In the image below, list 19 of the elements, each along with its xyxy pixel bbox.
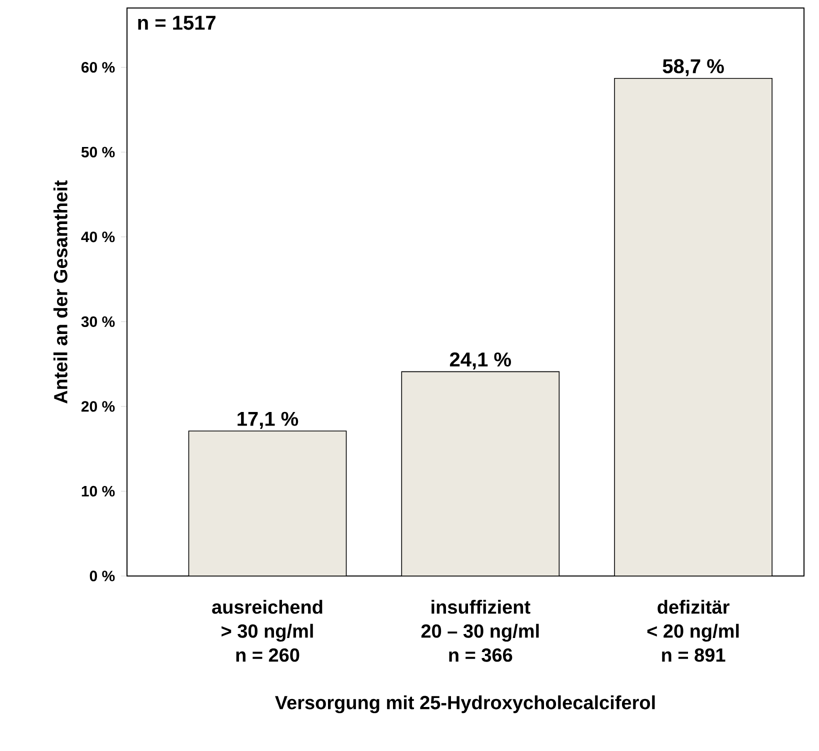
x-tick-label: insuffizient 20 – 30 ng/ml n = 366 (421, 600, 539, 662)
y-tick-label: 40 % (81, 232, 115, 242)
data-label: 17,1 % (238, 412, 298, 429)
bar (401, 371, 560, 576)
x-tick-label: ausreichend > 30 ng/ml n = 260 (212, 600, 322, 662)
y-axis-title: Anteil an der Gesamtheit (53, 180, 68, 404)
data-label: 58,7 % (662, 59, 724, 76)
y-tick-label: 20 % (81, 401, 115, 412)
y-tick-label: 50 % (81, 146, 115, 158)
x-axis-title: Versorgung mit 25-Hydroxycholecalciferol (275, 695, 655, 714)
y-tick-label: 30 % (81, 316, 115, 327)
y-tick-label: 60 % (81, 62, 115, 73)
bar (614, 78, 772, 576)
data-label: 24,1 % (450, 352, 511, 370)
x-tick-label: defizitär < 20 ng/ml n = 891 (647, 600, 739, 662)
y-tick-label: 0 % (90, 570, 115, 582)
y-tick-label: 10 % (82, 486, 115, 497)
bar (188, 430, 347, 576)
annotation: n = 1517 (138, 16, 216, 30)
